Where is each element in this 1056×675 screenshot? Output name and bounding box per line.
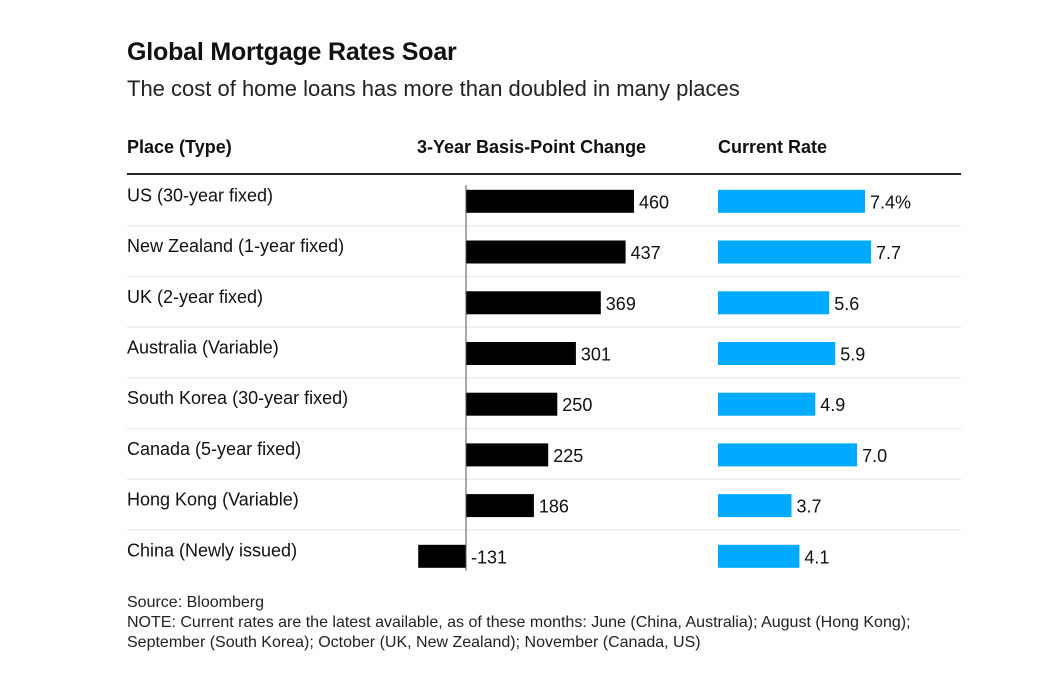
chart-table: US (30-year fixed) 460 7.4% New Zealand (1-… [127,185,961,571]
rate-value-label: 7.4% [870,192,911,212]
place-label: Hong Kong (Variable) [127,490,299,510]
place-label: Canada (5-year fixed) [127,439,301,459]
column-header-place: Place (Type) [127,137,232,157]
place-label: New Zealand (1-year fixed) [127,236,344,256]
change-bar [466,443,549,467]
rate-bar [718,392,816,416]
place-label: China (Newly issued) [127,540,297,560]
change-value-label: 225 [553,446,583,466]
change-bar [466,494,534,518]
methodology-note: NOTE: Current rates are the latest avail… [127,614,911,651]
place-label: US (30-year fixed) [127,185,273,205]
change-bar [466,189,634,213]
chart-title: Global Mortgage Rates Soar [127,38,457,66]
rate-value-label: 4.1 [804,547,829,567]
rate-value-label: 3.7 [797,497,822,517]
rate-bar [718,443,858,467]
rate-value-label: 5.6 [834,294,859,314]
place-label: UK (2-year fixed) [127,287,263,307]
column-header-rate: Current Rate [718,137,828,157]
change-bar [466,240,626,264]
rate-bar [718,342,836,365]
change-bar [418,544,466,568]
footnote: Source: Bloomberg NOTE: Current rates ar… [127,593,947,653]
change-value-label: -131 [471,547,507,567]
rate-value-label: 4.9 [820,395,845,415]
change-value-label: 369 [606,294,636,314]
rate-bar [718,544,800,568]
change-value-label: 460 [639,192,669,212]
source-note: Source: Bloomberg [127,594,264,611]
place-label: South Korea (30-year fixed) [127,388,348,408]
column-header-change: 3-Year Basis-Point Change [417,137,647,157]
rate-bar [718,189,865,213]
change-bar [466,342,576,365]
change-value-label: 437 [631,243,661,263]
change-value-label: 250 [562,395,592,415]
rate-bar [718,494,792,518]
rate-bar [718,291,830,315]
change-value-label: 186 [539,497,569,517]
rate-value-label: 5.9 [840,344,865,364]
rate-value-label: 7.0 [862,446,887,466]
rate-bar [718,240,871,264]
place-label: Australia (Variable) [127,337,279,357]
change-bar [466,392,558,416]
change-bar [466,291,601,315]
change-value-label: 301 [581,344,611,364]
chart-subtitle: The cost of home loans has more than dou… [127,76,740,101]
header-rule [127,173,961,175]
rate-value-label: 7.7 [876,243,901,263]
